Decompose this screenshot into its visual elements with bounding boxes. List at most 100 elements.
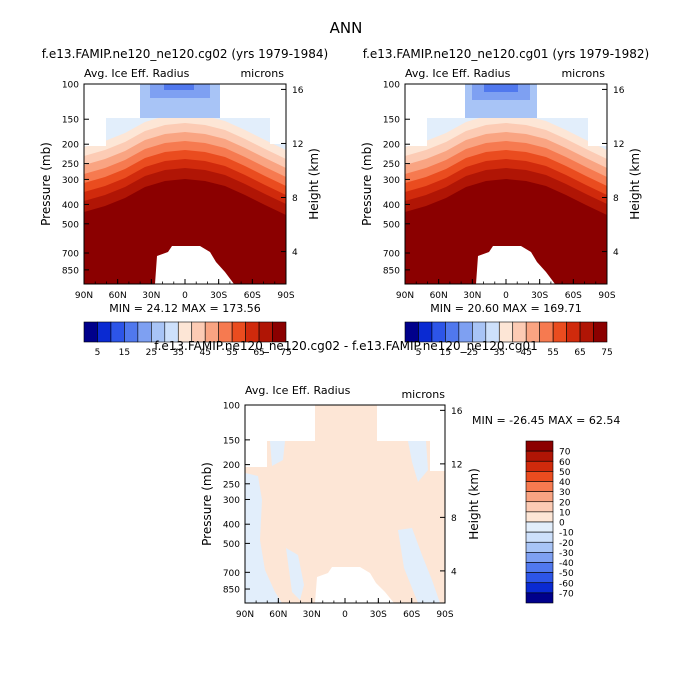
panel-1-xtick-label: 30S [210,291,227,301]
panel-1-colorbar-box [272,321,287,343]
panel-3-colorbar-box [525,511,554,523]
panel-2-xtick-label: 60S [565,291,582,301]
panel-3-ytick-label: 200 [223,461,240,471]
panel-1-ylabel: Pressure (mb) [39,142,53,226]
panel-2-colorbar-box [552,321,567,343]
panel-1-xtick-label: 60S [244,291,261,301]
panel-1-colorbar-label: 35 [173,348,184,358]
panel-1-ytick-label: 850 [62,266,79,276]
panel-1-xtick-label: 30N [142,291,160,301]
panel-3-colorbar-box [525,582,554,594]
panel-2-ylabel: Pressure (mb) [360,142,374,226]
panel-1-xtick-label: 60N [109,291,127,301]
panel-1-colorbar-box [110,321,125,343]
panel-3-ylabel-right: Height (km) [467,468,481,539]
panel-1-upper-core-3 [164,84,194,90]
panel-3-title: f.e13.FAMIP.ne120_ne120.cg02 - f.e13.FAM… [154,339,538,353]
panel-2-colorbar-box [593,321,608,343]
panel-2-axis-ticks: 90N 60N 30N 0 30S 60S 90S 100 150 200 250 300 400 500… [383,81,625,302]
panel-3-stats: MIN = -26.45 MAX = 62.54 [472,414,620,427]
panel-3-colorbar-label: 70 [559,448,571,458]
panel-1-ytick-right-label: 16 [292,86,304,96]
panel-3-xtick-label: 30N [303,610,321,620]
panel-3-neg-right [398,528,440,603]
panel-3-colorbar-label: -40 [559,559,574,569]
panel-3-neg-upper-right [408,441,428,482]
panel-1-colorbar-label: 25 [146,348,157,358]
panel-2-blank-side-left [405,118,427,146]
panel-3-colorbar-box [525,471,554,482]
panel-3-ytick-label: 100 [223,402,240,412]
panel-2-xtick-label: 30N [463,291,481,301]
panel-1-variable-label: Avg. Ice Eff. Radius [84,67,190,80]
panel-3-axis-ticks: 90N 60N 30N 0 30S 60S 90S 100 150 200 250 300 400 500… [223,402,463,621]
panel-2-colorbar-box [539,321,554,343]
panel-2-ytick-label: 250 [383,160,400,170]
panel-2-xtick-label: 0 [503,291,509,301]
panel-3-colorbar-label: 0 [559,519,565,529]
panel-3-blank-top-right [377,405,445,441]
panel-2-ytick-label: 700 [383,250,400,260]
panel-1-ytick-right-label: 8 [292,194,298,204]
panel-3-ytick-right-label: 4 [451,567,457,577]
panel-2-ytick-right-label: 4 [613,248,619,258]
panel-2-field [405,84,607,284]
panel-1-colorbar-box [124,321,139,343]
panel-3-colorbar-box [525,501,554,513]
panel-3-colorbar-label: -20 [559,539,574,549]
panel-1-colorbar-label: 5 [95,348,101,358]
panel-2-variable-label: Avg. Ice Eff. Radius [405,67,511,80]
panel-1-band-9 [84,179,286,284]
panel-1-blank-top-right [220,84,286,118]
panel-3: f.e13.FAMIP.ne120_ne120.cg02 - f.e13.FAM… [154,339,620,620]
panel-2-colorbar-label: 5 [416,348,422,358]
panel-3-ytick-label: 500 [223,540,240,550]
panel-3-neg-upper-left [270,441,285,466]
panel-1-colorbar-box [97,321,112,343]
panel-3-colorbar-box [525,521,554,533]
panel-1-colorbar-label: 75 [280,348,291,358]
panel-3-ytick-label: 850 [223,586,240,596]
panel-1-ytick-label: 300 [62,176,79,186]
panel-2-colorbar-label: 75 [601,348,612,358]
panel-2-band-9 [405,179,607,284]
panel-3-units-label: microns [401,388,445,401]
panel-3-ytick-label: 300 [223,496,240,506]
panel-2-xtick-label: 60N [430,291,448,301]
panel-1-ytick-right-label: 12 [292,140,303,150]
panel-3-colorbar-box [525,531,554,543]
panel-2-blank-top-left [405,84,465,118]
panel-3-ytick-right-label: 8 [451,514,457,524]
panel-1-ytick-label: 200 [62,141,79,151]
panel-1-ytick-label: 250 [62,160,79,170]
panel-2-ytick-label: 200 [383,141,400,151]
panel-3-colorbar-box [525,541,554,553]
panel-3-xtick-label: 60S [403,610,420,620]
panel-3-xtick-label: 90S [436,610,453,620]
panel-2-ytick-label: 500 [383,220,400,230]
panel-1-colorbar-box [83,321,98,343]
panel-2-colorbar-label: 55 [547,348,558,358]
panel-3-xtick-label: 60N [269,610,287,620]
panel-2-colorbar-box [579,321,594,343]
panel-3-colorbar-box [525,491,554,503]
panel-1-ytick-label: 400 [62,201,79,211]
panel-3-neg-left [245,473,282,603]
panel-2-colorbar-label: 45 [520,348,531,358]
panel-3-colorbar-label: -70 [559,589,574,599]
panel-1-colorbar: 5 15 25 35 45 55 65 75 [83,321,292,358]
panel-3-colorbar-label: -50 [559,569,574,579]
panel-2-colorbar: 5 15 25 35 45 55 65 75 [404,321,613,358]
panel-3-blank-side-right [430,441,445,471]
panel-2-ytick-label: 100 [383,81,400,91]
panel-1-xtick-label: 0 [182,291,188,301]
panel-2-ytick-right-label: 16 [613,86,625,96]
panel-3-colorbar-label: 50 [559,468,571,478]
panel-3-colorbar-label: 10 [559,508,571,518]
panel-3-field [245,405,445,603]
panel-3-ytick-right-label: 16 [451,407,463,417]
panel-3-colorbar-box [525,481,554,492]
panel-2-blank-side-right [588,118,607,146]
panel-2-xtick-label: 30S [531,291,548,301]
